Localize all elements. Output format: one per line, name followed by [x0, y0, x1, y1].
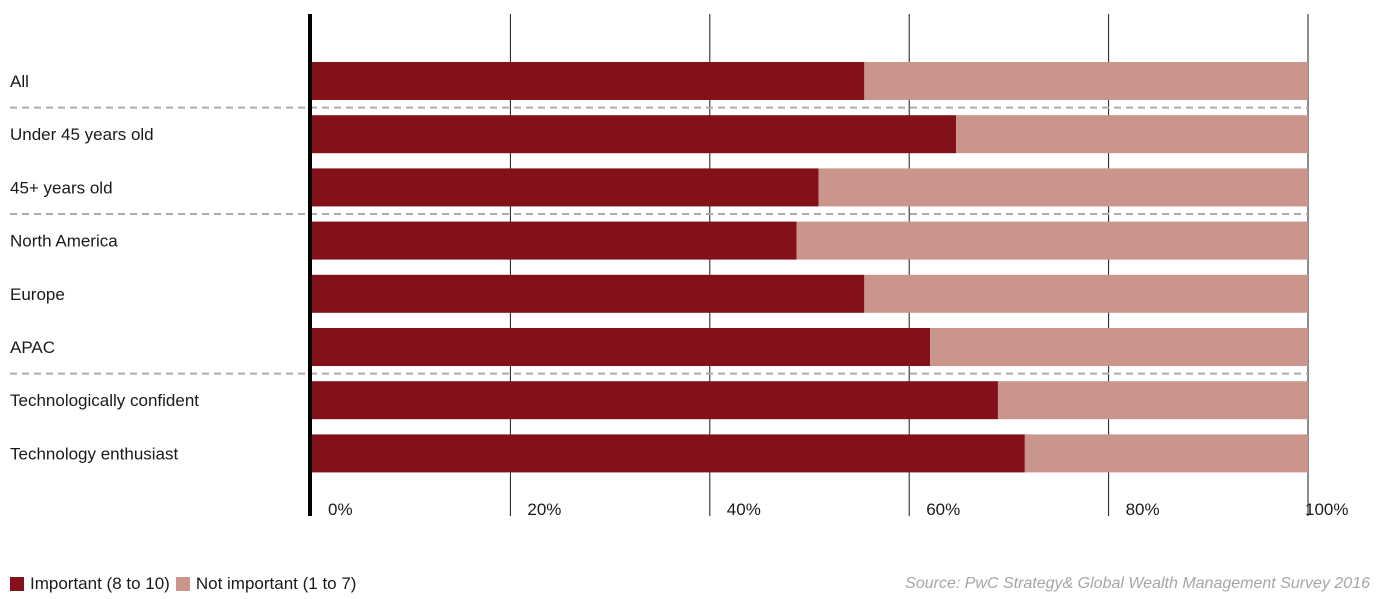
bar-not-important — [1024, 434, 1308, 473]
bar-not-important — [930, 328, 1308, 366]
x-tick-label: 0% — [328, 500, 353, 519]
bar-not-important — [818, 168, 1308, 207]
category-label: Technology enthusiast — [10, 444, 179, 463]
legend-item-not-important: Not important (1 to 7) — [175, 574, 357, 594]
category-label: Under 45 years old — [10, 125, 154, 144]
bar-important — [311, 274, 865, 313]
x-tick-label: 100% — [1305, 500, 1348, 519]
group-separators — [10, 106, 1308, 375]
category-label: 45+ years old — [10, 178, 113, 197]
source-note: Source: PwC Strategy& Global Wealth Mana… — [905, 575, 1370, 592]
legend: Important (8 to 10) Not important (1 to … — [10, 573, 362, 595]
legend-label-important: Important (8 to 10) — [30, 574, 170, 593]
bar-important — [311, 328, 931, 366]
bar-important — [311, 221, 797, 260]
category-labels: All Under 45 years old 45+ years old North … — [10, 72, 199, 463]
bar-not-important — [956, 115, 1308, 154]
category-label: North America — [10, 232, 118, 251]
legend-item-important: Important (8 to 10) — [10, 574, 170, 594]
bar-important — [311, 381, 998, 420]
bar-important — [311, 62, 865, 100]
legend-swatch-important — [10, 577, 24, 591]
x-tick-labels: 0% 20% 40% 60% 80% 100% — [328, 500, 1348, 519]
x-tick-label: 60% — [926, 500, 960, 519]
bar-not-important — [864, 274, 1308, 313]
category-label: APAC — [10, 338, 55, 357]
bar-not-important — [997, 381, 1308, 420]
x-tick-label: 40% — [727, 500, 761, 519]
bar-important — [311, 115, 957, 154]
x-tick-label: 80% — [1126, 500, 1160, 519]
x-tick-label: 20% — [527, 500, 561, 519]
category-label: All — [10, 72, 29, 91]
bars — [311, 62, 1308, 473]
bar-not-important — [864, 62, 1308, 100]
bar-important — [311, 434, 1025, 473]
legend-label-not-important: Not important (1 to 7) — [195, 574, 357, 593]
bar-important — [311, 168, 819, 207]
category-label: Europe — [10, 285, 65, 304]
legend-swatch-not-important — [175, 577, 190, 591]
bar-not-important — [796, 221, 1308, 260]
category-label: Technologically confident — [10, 391, 199, 410]
